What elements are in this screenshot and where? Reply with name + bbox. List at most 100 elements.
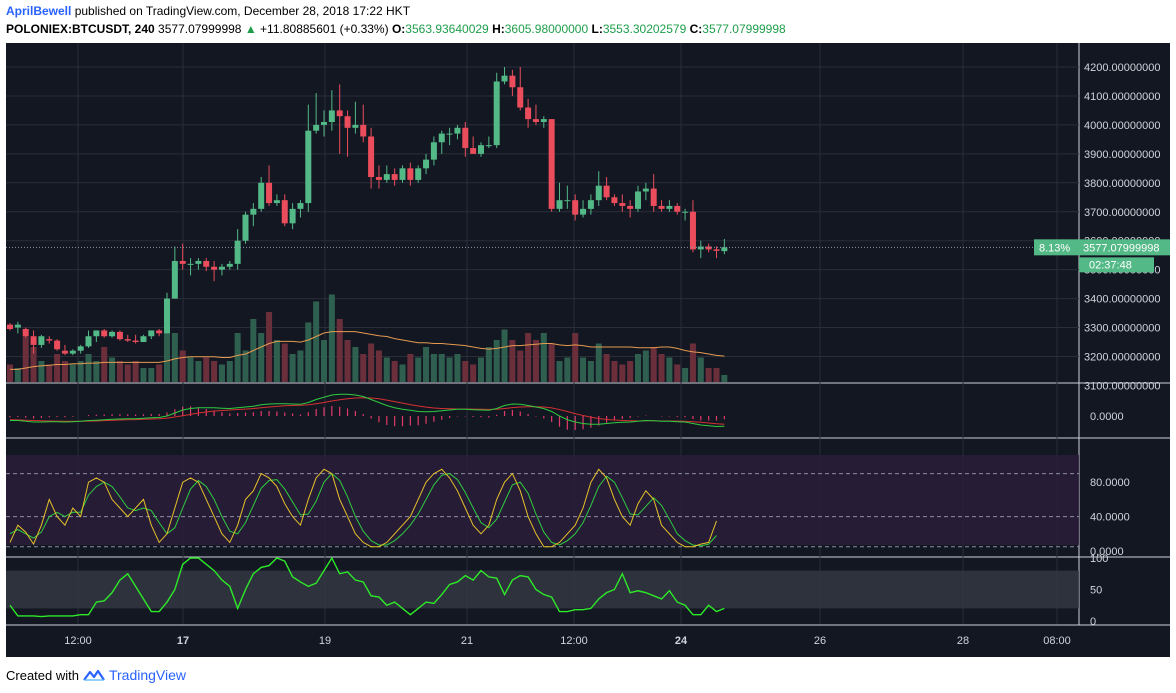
volume-bar xyxy=(305,322,312,382)
close-label: C: xyxy=(689,22,703,36)
oscillator-line xyxy=(9,556,725,618)
candle-body xyxy=(266,182,273,204)
volume-bar xyxy=(619,364,626,382)
symbol-label: POLONIEX:BTCUSDT, 240 xyxy=(6,22,155,36)
volume-bar xyxy=(297,350,304,382)
tradingview-logo-icon xyxy=(83,669,105,681)
volume-bar xyxy=(313,301,320,382)
time-tick-label: 12:00 xyxy=(560,635,588,647)
candle-body xyxy=(666,205,673,209)
volume-bar xyxy=(713,368,720,382)
volume-bar xyxy=(30,347,37,382)
volume-bar xyxy=(532,340,539,382)
candle-body xyxy=(258,182,265,209)
volume-bar xyxy=(140,368,147,382)
volume-bar xyxy=(705,368,712,382)
candle-body xyxy=(697,246,704,250)
candle-body xyxy=(242,214,249,241)
volume-bar xyxy=(689,343,696,382)
volume-bar xyxy=(462,361,469,382)
last-price-pct: 8.13% xyxy=(1039,242,1070,254)
volume-bar xyxy=(179,350,186,382)
volume-bar xyxy=(336,319,343,382)
open-label: O: xyxy=(391,22,406,36)
last-price-tag-value: 3577.07999998 xyxy=(1083,242,1159,254)
candle-body xyxy=(14,324,21,328)
high-label: H: xyxy=(492,22,505,36)
volume-bar xyxy=(572,333,579,382)
volume-bar xyxy=(580,357,587,382)
candle-body xyxy=(650,188,657,206)
volume-bar xyxy=(258,333,265,382)
candle-body xyxy=(493,81,500,146)
candle-body xyxy=(101,330,108,337)
volume-bar xyxy=(501,329,508,382)
volume-bar xyxy=(321,340,327,382)
volume-bar xyxy=(697,357,704,382)
candle-body xyxy=(321,122,327,125)
candle-body xyxy=(297,203,304,209)
candle-body xyxy=(689,211,696,250)
oscillator-tick-label: 50 xyxy=(1090,585,1102,597)
volume-bar xyxy=(360,354,367,382)
candle-body xyxy=(336,110,343,117)
candle-body xyxy=(148,330,155,337)
candle-body xyxy=(273,200,280,204)
candle-body xyxy=(580,208,587,215)
volume-bar xyxy=(375,350,382,382)
candle-body xyxy=(234,240,241,264)
candle-body xyxy=(438,133,445,143)
candle-body xyxy=(69,350,76,354)
change-value: +11.80885601 (+0.33%) xyxy=(260,22,389,36)
countdown-tag xyxy=(1079,257,1154,273)
oscillator-tick-label: 100 xyxy=(1090,553,1108,565)
candle-body xyxy=(674,205,681,212)
candle-body xyxy=(556,200,563,209)
volume-bar xyxy=(14,368,21,382)
candle-body xyxy=(46,339,53,341)
candle-body xyxy=(635,191,641,209)
tradingview-brand[interactable]: TradingView xyxy=(108,667,187,683)
volume-bar xyxy=(203,357,210,382)
candle-body xyxy=(462,127,469,149)
candle-body xyxy=(281,200,288,224)
candle-body xyxy=(203,260,210,267)
volume-bar xyxy=(478,357,484,382)
candle-body xyxy=(187,263,194,265)
candle-body xyxy=(85,336,92,347)
author-link[interactable]: AprilBewell xyxy=(6,4,72,18)
candle-body xyxy=(415,168,422,180)
price-tick-label: 3700.00000000 xyxy=(1084,207,1160,219)
candle-body xyxy=(705,246,712,250)
footer: Created with TradingView xyxy=(6,667,186,683)
candle-body xyxy=(344,116,351,128)
volume-bar xyxy=(132,361,139,382)
candle-body xyxy=(179,260,186,264)
macd-tick-label: 0.0000 xyxy=(1090,411,1124,423)
close-value: 3577.07999998 xyxy=(702,22,786,36)
volume-bar xyxy=(517,350,524,382)
open-value: 3563.93640029 xyxy=(405,22,489,36)
volume-bar xyxy=(46,364,53,382)
volume-bar xyxy=(556,361,563,382)
candle-body xyxy=(289,208,296,224)
candle-body xyxy=(478,145,484,154)
chart-container[interactable]: 4200.00000000 4100.00000000 4000.00000000 3… xyxy=(6,43,1170,657)
low-label: L: xyxy=(591,22,603,36)
candle-body xyxy=(407,168,414,180)
candle-body xyxy=(525,107,532,120)
candle-body xyxy=(627,205,634,209)
chart-svg[interactable]: 4200.00000000 4100.00000000 4000.00000000 3… xyxy=(6,43,1170,657)
volume-bar xyxy=(148,368,155,382)
candle-body xyxy=(501,75,508,82)
price-tick-label: 4100.00000000 xyxy=(1084,91,1160,103)
candle-body xyxy=(485,145,492,147)
volume-bar xyxy=(61,361,68,382)
macd-line xyxy=(10,393,725,428)
candle-body xyxy=(226,263,233,267)
candle-body xyxy=(383,174,390,180)
ohlc-line: POLONIEX:BTCUSDT, 240 3577.07999998 ▲ +1… xyxy=(6,22,786,36)
candle-body xyxy=(93,330,100,337)
volume-bar xyxy=(171,333,178,382)
volume-bar xyxy=(485,347,492,382)
